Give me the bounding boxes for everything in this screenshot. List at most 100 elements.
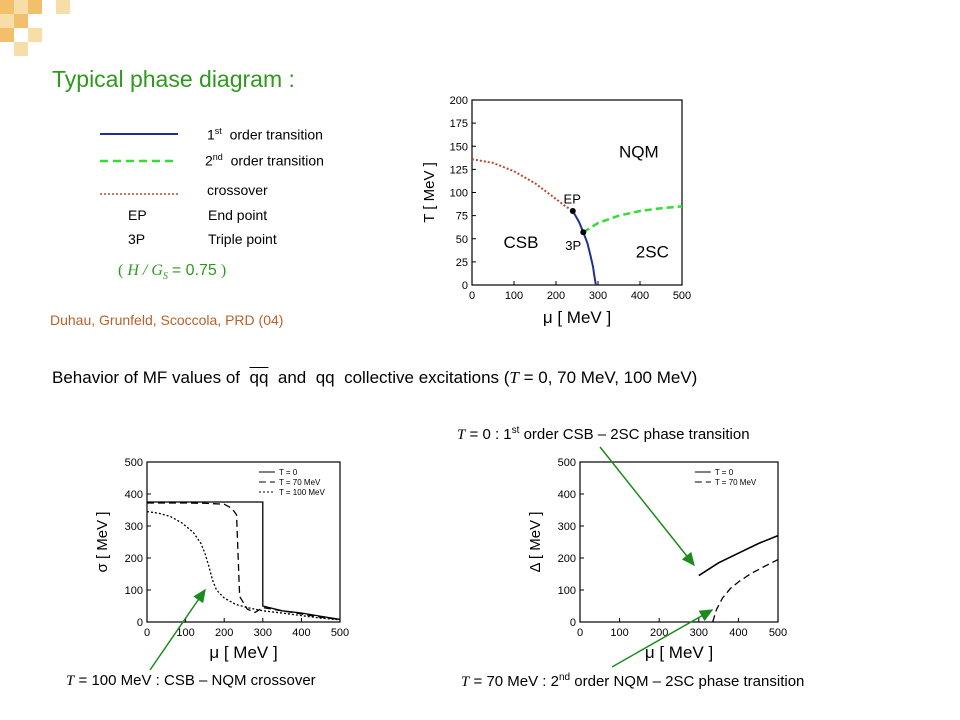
y-tick-label: 75 <box>456 211 468 223</box>
legend-sup: st <box>214 126 222 136</box>
y-tick-label: 500 <box>558 457 576 469</box>
x-tick-label: 500 <box>673 290 691 302</box>
qq-bar-symbol: qq <box>249 368 269 387</box>
y-axis-label: T [ MeV ] <box>421 162 438 223</box>
abbrev-key-ep: EP <box>128 207 147 223</box>
annotation-t: T <box>461 674 470 690</box>
phase-diagram-chart: 0 100 200 300 400 500 0 25 50 75 100 125 150 175 200 μ … <box>421 95 691 327</box>
ratio-value: = 0.75 <box>171 262 217 279</box>
legend-label: crossover <box>207 182 268 198</box>
series-line-0 <box>698 534 779 577</box>
y-tick-label: 125 <box>450 164 468 176</box>
legend-swatches <box>100 133 178 195</box>
series-line-1 <box>571 210 597 286</box>
y-tick-label: 100 <box>125 585 143 597</box>
x-tick-label: 200 <box>547 290 565 302</box>
y-tick-label: 200 <box>450 95 468 107</box>
legend-sup: nd <box>212 152 223 162</box>
x-tick-label: 100 <box>505 290 523 302</box>
delta-chart: 0 100 200 300 400 500 0 100 200 300 400 500 μ [ MeV … <box>527 457 787 662</box>
series-line-1 <box>712 559 779 623</box>
abbrev-value-ep: End point <box>208 207 268 223</box>
ratio-expr: H / G <box>127 262 163 279</box>
y-tick-label: 200 <box>125 553 143 565</box>
qq-symbol: qq <box>315 368 335 387</box>
legend-label-1: T = 70 MeV <box>279 478 321 487</box>
x-tick-label: 500 <box>331 627 349 639</box>
x-tick-label: 300 <box>690 627 708 639</box>
x-tick-label: 0 <box>577 627 583 639</box>
annotation-sup: st <box>511 425 520 436</box>
plot-frame <box>146 461 341 623</box>
legend-prefix: 2 <box>205 152 213 169</box>
annotation-t: T <box>66 673 75 689</box>
region-label-nqm: NQM <box>619 142 659 161</box>
legend-label-0: T = 0 <box>715 468 734 477</box>
y-tick-label: 25 <box>456 257 468 269</box>
x-axis-label: μ [ MeV ] <box>209 643 277 662</box>
y-tick-label: 0 <box>137 617 143 629</box>
series-line-2 <box>582 205 683 234</box>
region-label-2sc: 2SC <box>636 242 669 261</box>
x-tick-label: 400 <box>292 627 310 639</box>
legend-item-crossover: crossover <box>207 182 268 198</box>
behavior-prefix: Behavior of MF values of <box>52 368 241 387</box>
x-tick-label: 500 <box>769 627 787 639</box>
annotation-bottom-right: T = 70 MeV : 2nd order NQM – 2SC phase t… <box>461 672 804 691</box>
legend-label-2: T = 100 MeV <box>279 488 326 497</box>
behavior-t: T <box>509 368 519 387</box>
behavior-caption: Behavior of MF values of qq and qq colle… <box>52 368 697 388</box>
x-tick-label: 300 <box>589 290 607 302</box>
coupling-ratio: ( H / GS = 0.75 ) <box>118 262 226 282</box>
x-tick-label: 300 <box>254 627 272 639</box>
legend-label-1: T = 70 MeV <box>715 478 757 487</box>
legend-label: order transition <box>229 126 323 143</box>
legend-item-second-order: 2nd order transition <box>205 152 324 169</box>
y-tick-label: 0 <box>462 280 468 292</box>
y-axis-label: Δ [ MeV ] <box>527 512 544 573</box>
y-tick-label: 300 <box>558 521 576 533</box>
x-axis-label: μ [ MeV ] <box>645 643 713 662</box>
point-3p <box>580 229 587 236</box>
annotation-text: order NQM – 2SC phase transition <box>570 673 805 690</box>
x-tick-label: 400 <box>631 290 649 302</box>
x-tick-label: 400 <box>729 627 747 639</box>
x-tick-label: 100 <box>610 627 628 639</box>
behavior-mid: and <box>277 368 307 387</box>
point-label-ep: EP <box>564 192 581 207</box>
behavior-suffix-b: = 0, 70 MeV, 100 MeV) <box>523 368 698 387</box>
annotation-text: = 70 MeV : 2 <box>473 673 559 690</box>
annotation-bottom-left: T = 100 MeV : CSB – NQM crossover <box>66 672 316 690</box>
y-tick-label: 100 <box>450 188 468 200</box>
y-tick-label: 200 <box>558 553 576 565</box>
abbrev-key-3p: 3P <box>128 231 146 247</box>
x-tick-label: 0 <box>144 627 150 639</box>
abbrev-value-3p: Triple point <box>208 231 277 247</box>
y-tick-label: 300 <box>125 521 143 533</box>
y-tick-label: 175 <box>450 118 468 130</box>
annotation-text: = 0 : 1 <box>469 426 512 443</box>
series-line-0 <box>471 158 574 212</box>
y-tick-label: 500 <box>125 457 143 469</box>
x-tick-label: 100 <box>176 627 194 639</box>
annotation-text: order CSB – 2SC phase transition <box>519 426 750 443</box>
legend-label-0: T = 0 <box>279 468 298 477</box>
point-label-3p: 3P <box>565 238 581 253</box>
y-axis-label: σ [ MeV ] <box>94 512 111 573</box>
annotation-t: T <box>457 427 466 443</box>
series-line-0 <box>147 501 341 621</box>
y-tick-label: 150 <box>450 141 468 153</box>
legend-prefix: 1 <box>207 126 215 143</box>
ratio-close: ) <box>220 262 227 279</box>
region-label-csb: CSB <box>504 233 539 252</box>
series-line-1 <box>147 502 341 621</box>
behavior-suffix-a: collective excitations ( <box>344 368 510 387</box>
y-tick-label: 50 <box>456 234 468 246</box>
y-tick-label: 400 <box>558 489 576 501</box>
x-tick-label: 200 <box>650 627 668 639</box>
x-axis-label: μ [ MeV ] <box>543 308 611 327</box>
legend-item-first-order: 1st order transition <box>207 126 323 143</box>
sigma-chart: 0 100 200 300 400 500 0 100 200 300 400 500 μ [ MeV … <box>94 457 349 662</box>
reference: Duhau, Grunfeld, Scoccola, PRD (04) <box>50 312 284 328</box>
annotation-top-right: T = 0 : 1st order CSB – 2SC phase transi… <box>457 425 750 444</box>
